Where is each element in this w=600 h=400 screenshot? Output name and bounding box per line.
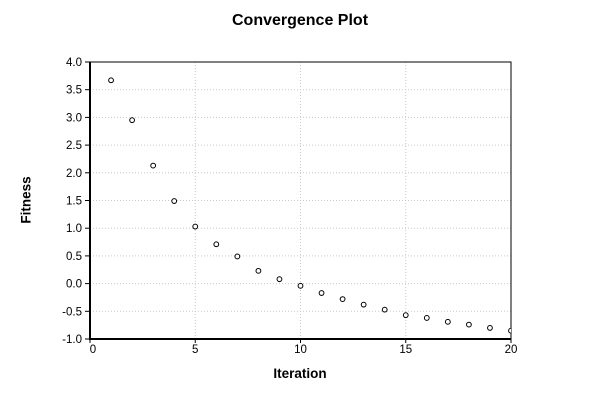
data-point	[192, 223, 199, 230]
data-point	[444, 318, 451, 325]
y-tick-label: 4.0	[66, 57, 82, 69]
x-tick-label: 20	[505, 344, 518, 356]
x-tick-label: 5	[192, 344, 198, 356]
data-point	[234, 253, 241, 260]
data-point	[339, 296, 346, 303]
y-tick-label: 1.0	[66, 223, 82, 235]
x-tick-label: 10	[294, 344, 307, 356]
y-tick-label: 3.0	[66, 112, 82, 124]
data-point	[297, 282, 304, 289]
y-tick-label: -0.5	[62, 306, 82, 318]
y-tick-label: 2.5	[66, 140, 82, 152]
data-point	[255, 267, 262, 274]
data-point	[129, 117, 136, 124]
data-point	[508, 327, 511, 334]
x-tick-label: 0	[90, 344, 96, 356]
y-tick-label: 3.5	[66, 85, 82, 97]
data-point	[108, 77, 114, 84]
data-point	[466, 321, 472, 328]
y-tick-label: 2.0	[66, 168, 82, 180]
data-point	[360, 301, 367, 308]
x-tick-label: 15	[399, 344, 412, 356]
y-tick-label: 1.5	[66, 196, 82, 208]
y-tick-label: -1.0	[62, 334, 82, 346]
y-tick-label: 0.5	[66, 251, 82, 263]
chart-title: Convergence Plot	[231, 12, 369, 29]
x-axis-label: Iteration	[273, 366, 327, 381]
data-point	[402, 312, 409, 319]
data-point	[381, 306, 388, 313]
data-points	[108, 77, 511, 334]
data-point	[171, 198, 178, 204]
data-point	[487, 325, 493, 331]
data-point	[318, 290, 325, 296]
y-tick-label: 0.0	[66, 279, 82, 291]
data-point	[423, 315, 430, 321]
data-point	[213, 241, 220, 248]
data-point	[276, 276, 283, 283]
data-point	[150, 162, 157, 169]
